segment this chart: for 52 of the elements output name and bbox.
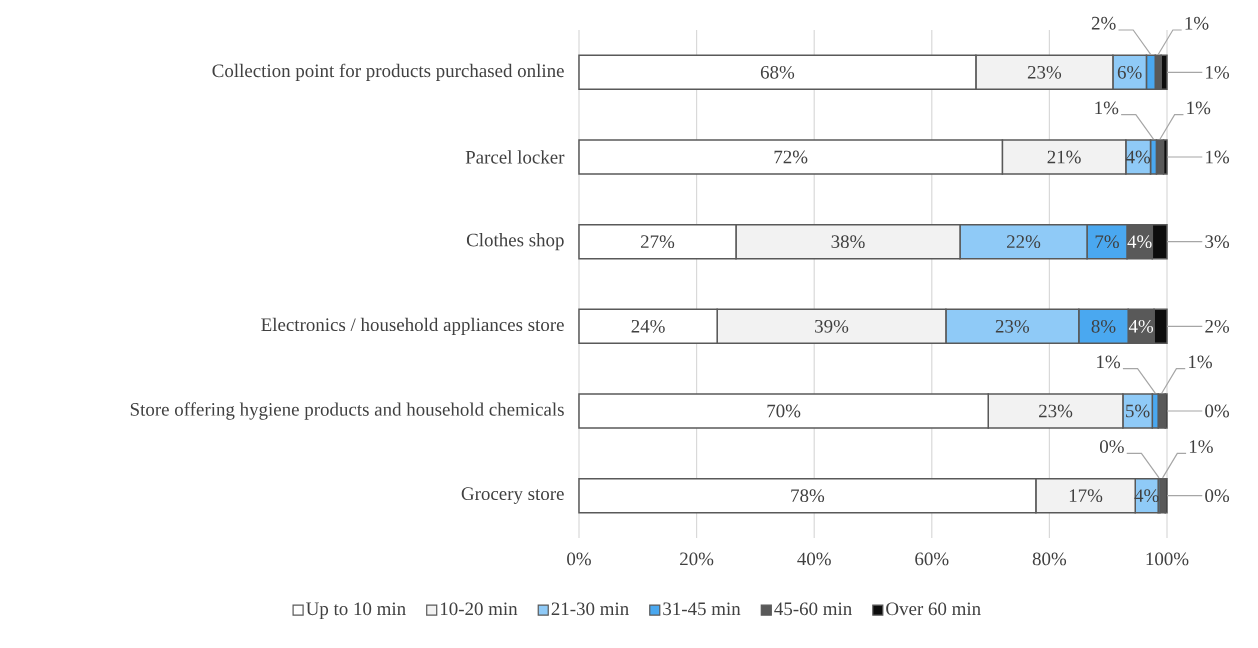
- x-tick-label: 40%: [797, 552, 831, 566]
- data-label: 38%: [831, 235, 865, 249]
- data-label: 5%: [1126, 404, 1150, 418]
- data-label: 22%: [1007, 235, 1041, 249]
- legend-label: 21-30 min: [551, 602, 629, 616]
- data-label: 70%: [767, 404, 801, 418]
- data-label: 27%: [640, 235, 675, 249]
- data-label: 21%: [1047, 150, 1081, 164]
- data-label: 17%: [1069, 489, 1103, 503]
- data-label: 2%: [1091, 16, 1116, 30]
- data-label: 78%: [791, 489, 825, 503]
- x-tick-label: 100%: [1146, 552, 1189, 566]
- x-tick-label: 60%: [915, 552, 949, 566]
- data-label: 23%: [995, 319, 1030, 333]
- data-label: 1%: [1095, 101, 1119, 115]
- data-label: 7%: [1095, 235, 1119, 249]
- data-label: 6%: [1117, 65, 1142, 79]
- data-label: 23%: [1039, 404, 1073, 418]
- legend-label: 31-45 min: [663, 602, 741, 616]
- data-label: 0%: [1205, 489, 1230, 503]
- legend-label: 45-60 min: [774, 602, 852, 616]
- x-tick-label: 80%: [1032, 552, 1067, 566]
- data-label: 0%: [1205, 404, 1230, 418]
- data-label: 3%: [1205, 235, 1230, 249]
- data-label: 1%: [1185, 16, 1209, 30]
- data-label: 1%: [1206, 150, 1230, 164]
- y-tick-label: Electronics / household appliances store: [261, 317, 564, 335]
- y-tick-label: Store offering hygiene products and household chemicals: [130, 402, 564, 420]
- y-tick-label: Grocery store: [461, 487, 564, 504]
- data-label: 68%: [760, 65, 795, 79]
- x-tick-label: 20%: [680, 552, 714, 566]
- data-label: 4%: [1128, 319, 1154, 333]
- y-tick-label: Clothes shop: [466, 233, 564, 251]
- x-tick-label: 0%: [567, 552, 591, 566]
- data-label: 1%: [1097, 355, 1121, 369]
- data-label: 24%: [631, 319, 665, 333]
- data-label: 0%: [1100, 440, 1124, 453]
- data-label: 1%: [1189, 440, 1213, 453]
- data-label: 1%: [1189, 355, 1212, 369]
- legend-label: 10-20 min: [440, 602, 518, 616]
- data-label: 4%: [1127, 235, 1152, 249]
- data-label: 39%: [815, 319, 849, 333]
- legend-label: Over 60 min: [886, 602, 981, 616]
- data-label: 1%: [1206, 65, 1230, 79]
- data-label: 2%: [1205, 319, 1230, 333]
- data-label: 72%: [774, 150, 808, 164]
- data-label: 23%: [1027, 65, 1062, 79]
- data-label: 8%: [1091, 319, 1116, 333]
- data-label: 1%: [1187, 101, 1211, 115]
- y-tick-label: Parcel locker: [465, 150, 565, 164]
- legend-label: Up to 10 min: [306, 602, 406, 620]
- y-tick-label: Collection point for products purchased online: [212, 63, 564, 82]
